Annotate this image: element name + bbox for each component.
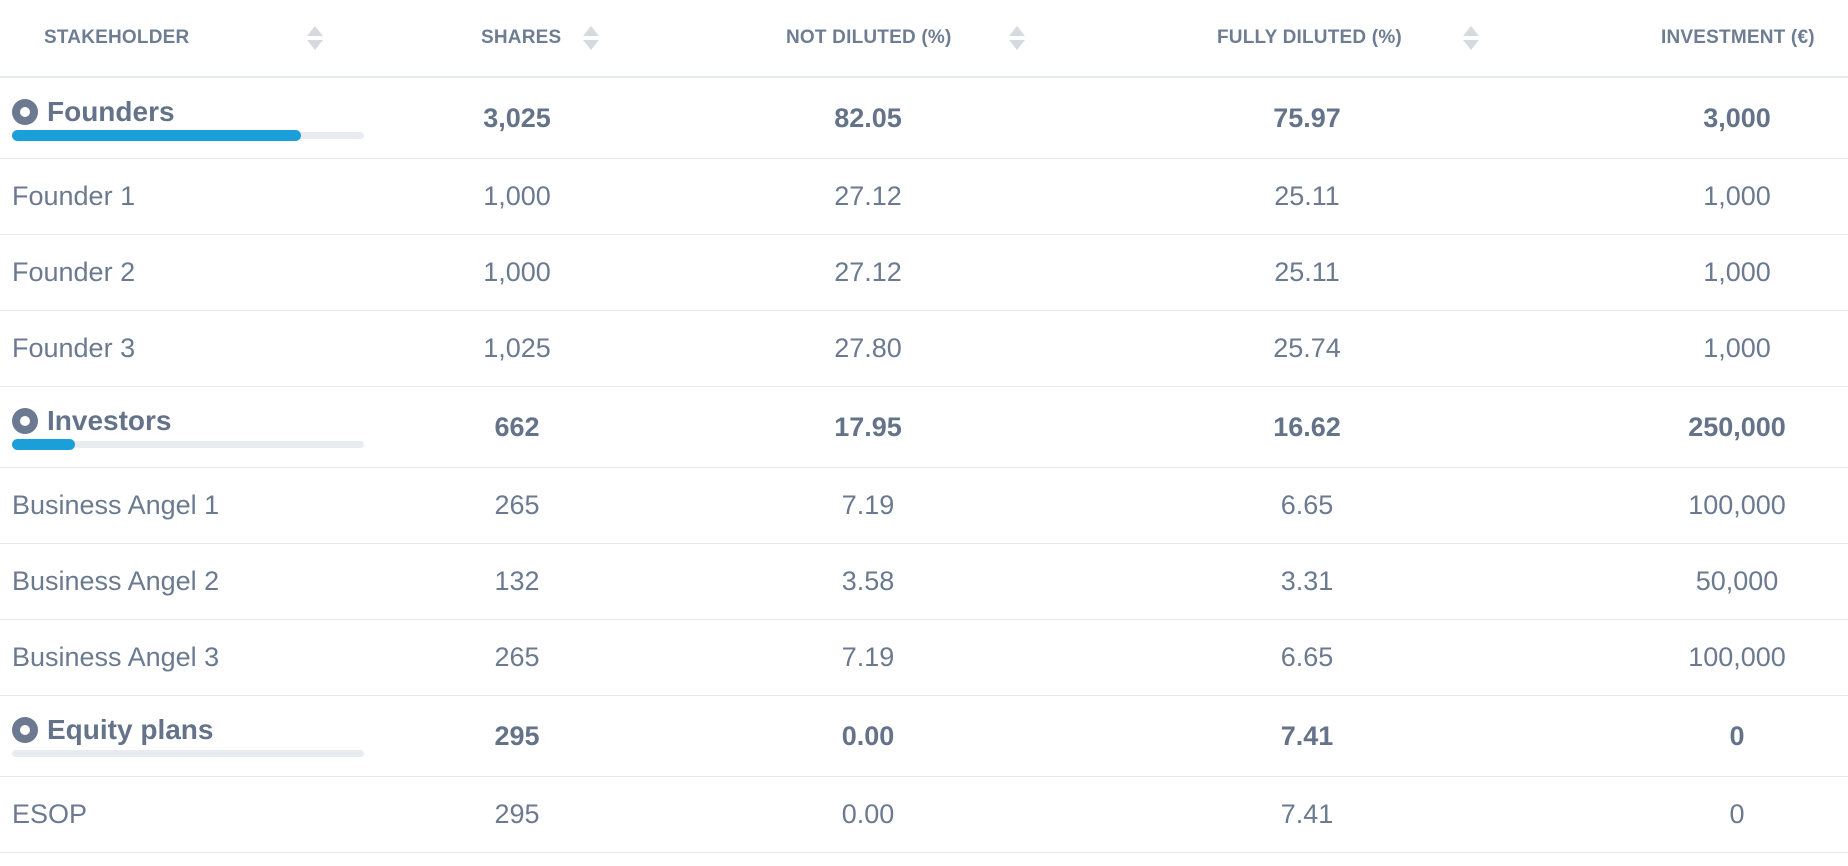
not-diluted-value: 27.80 <box>834 333 902 363</box>
column-header-label: NOT DILUTED (%) <box>786 27 952 48</box>
not-diluted-value: 7.19 <box>841 490 895 520</box>
column-header-label: SHARES <box>481 27 562 48</box>
fully-diluted-value: 16.62 <box>1273 411 1341 442</box>
table-row: Founder 2 1,000 27.12 25.11 1,000 <box>0 235 1848 311</box>
table-row: Founder 1 1,000 27.12 25.11 1,000 <box>0 159 1848 235</box>
column-header-fully-diluted[interactable]: FULLY DILUTED (%) <box>1217 0 1402 76</box>
investment-value: 0 <box>1729 799 1745 829</box>
group-name: Equity plans <box>47 714 214 745</box>
not-diluted-value: 82.05 <box>834 102 902 133</box>
investment-value: 100,000 <box>1688 490 1786 520</box>
ownership-progress-bar <box>12 130 364 141</box>
investment-value: 100,000 <box>1688 642 1786 672</box>
investment-value: 3,000 <box>1703 102 1771 133</box>
investment-value: 1,000 <box>1703 257 1771 287</box>
group-name: Founders <box>47 96 175 127</box>
column-header-shares[interactable]: SHARES <box>481 0 561 76</box>
table-row: Business Angel 2 132 3.58 3.31 50,000 <box>0 544 1848 620</box>
group-row[interactable]: Investors 662 17.95 16.62 250,000 <box>0 387 1848 468</box>
stakeholder-name: Business Angel 1 <box>12 490 220 520</box>
stakeholder-name: Business Angel 3 <box>12 642 220 672</box>
not-diluted-value: 27.12 <box>834 181 902 211</box>
shares-value: 295 <box>494 720 540 751</box>
group-row[interactable]: Equity plans 295 0.00 7.41 0 <box>0 696 1848 777</box>
shares-value: 662 <box>494 411 540 442</box>
shares-value: 132 <box>494 566 540 596</box>
not-diluted-value: 7.19 <box>841 642 895 672</box>
not-diluted-value: 17.95 <box>834 411 902 442</box>
stakeholder-name: ESOP <box>12 799 88 829</box>
table-body: Founders 3,025 82.05 75.97 3,000 Founder 1 1,0… <box>0 78 1848 853</box>
fully-diluted-value: 7.41 <box>1280 799 1334 829</box>
ownership-progress-fill <box>12 439 76 450</box>
stakeholder-name: Founder 1 <box>12 181 136 211</box>
column-header-investment[interactable]: INVESTMENT (€) <box>1661 0 1815 76</box>
sort-icon[interactable] <box>306 24 324 54</box>
group-toggle-icon[interactable] <box>12 99 38 125</box>
group-toggle-icon[interactable] <box>12 408 38 434</box>
stakeholder-name: Business Angel 2 <box>12 566 220 596</box>
table-row: Founder 3 1,025 27.80 25.74 1,000 <box>0 311 1848 387</box>
group-name: Investors <box>47 405 172 436</box>
not-diluted-value: 3.58 <box>841 566 895 596</box>
shares-value: 1,000 <box>483 181 551 211</box>
ownership-progress-fill <box>12 130 301 141</box>
fully-diluted-value: 3.31 <box>1280 566 1334 596</box>
column-header-stakeholder[interactable]: STAKEHOLDER <box>44 0 189 76</box>
sort-icon[interactable] <box>1462 24 1480 54</box>
table-row: Business Angel 3 265 7.19 6.65 100,000 <box>0 620 1848 696</box>
stakeholder-name: Founder 3 <box>12 333 136 363</box>
shares-value: 265 <box>494 490 540 520</box>
shares-value: 265 <box>494 642 540 672</box>
group-header[interactable]: Equity plans <box>12 714 213 746</box>
not-diluted-value: 0.00 <box>841 799 895 829</box>
investment-value: 0 <box>1729 720 1745 751</box>
column-header-label: INVESTMENT (€) <box>1661 27 1815 48</box>
column-header-label: FULLY DILUTED (%) <box>1217 27 1402 48</box>
investment-value: 50,000 <box>1695 566 1779 596</box>
investment-value: 250,000 <box>1688 411 1786 442</box>
table-header: STAKEHOLDER SHARES NOT DILUTED (%) FULLY… <box>0 0 1848 78</box>
fully-diluted-value: 6.65 <box>1280 490 1334 520</box>
sort-icon[interactable] <box>1008 24 1026 54</box>
group-row[interactable]: Founders 3,025 82.05 75.97 3,000 <box>0 78 1848 159</box>
fully-diluted-value: 6.65 <box>1280 642 1334 672</box>
shares-value: 1,025 <box>483 333 551 363</box>
group-toggle-icon[interactable] <box>12 717 38 743</box>
fully-diluted-value: 25.11 <box>1274 257 1340 287</box>
not-diluted-value: 27.12 <box>834 257 902 287</box>
fully-diluted-value: 75.97 <box>1273 102 1341 133</box>
column-header-label: STAKEHOLDER <box>44 27 190 48</box>
investment-value: 1,000 <box>1703 181 1771 211</box>
group-header[interactable]: Founders <box>12 96 175 128</box>
table-row: ESOP 295 0.00 7.41 0 <box>0 777 1848 853</box>
sort-icon[interactable] <box>582 24 600 54</box>
shares-value: 1,000 <box>483 257 551 287</box>
fully-diluted-value: 25.11 <box>1274 181 1340 211</box>
shares-value: 3,025 <box>483 102 551 133</box>
group-header[interactable]: Investors <box>12 405 172 437</box>
shares-value: 295 <box>494 799 540 829</box>
investment-value: 1,000 <box>1703 333 1771 363</box>
not-diluted-value: 0.00 <box>841 720 895 751</box>
fully-diluted-value: 7.41 <box>1280 720 1334 751</box>
fully-diluted-value: 25.74 <box>1273 333 1341 363</box>
column-header-not-diluted[interactable]: NOT DILUTED (%) <box>786 0 952 76</box>
ownership-progress-bar <box>12 750 364 757</box>
stakeholder-name: Founder 2 <box>12 257 136 287</box>
table-row: Business Angel 1 265 7.19 6.65 100,000 <box>0 468 1848 544</box>
ownership-progress-bar <box>12 439 364 450</box>
